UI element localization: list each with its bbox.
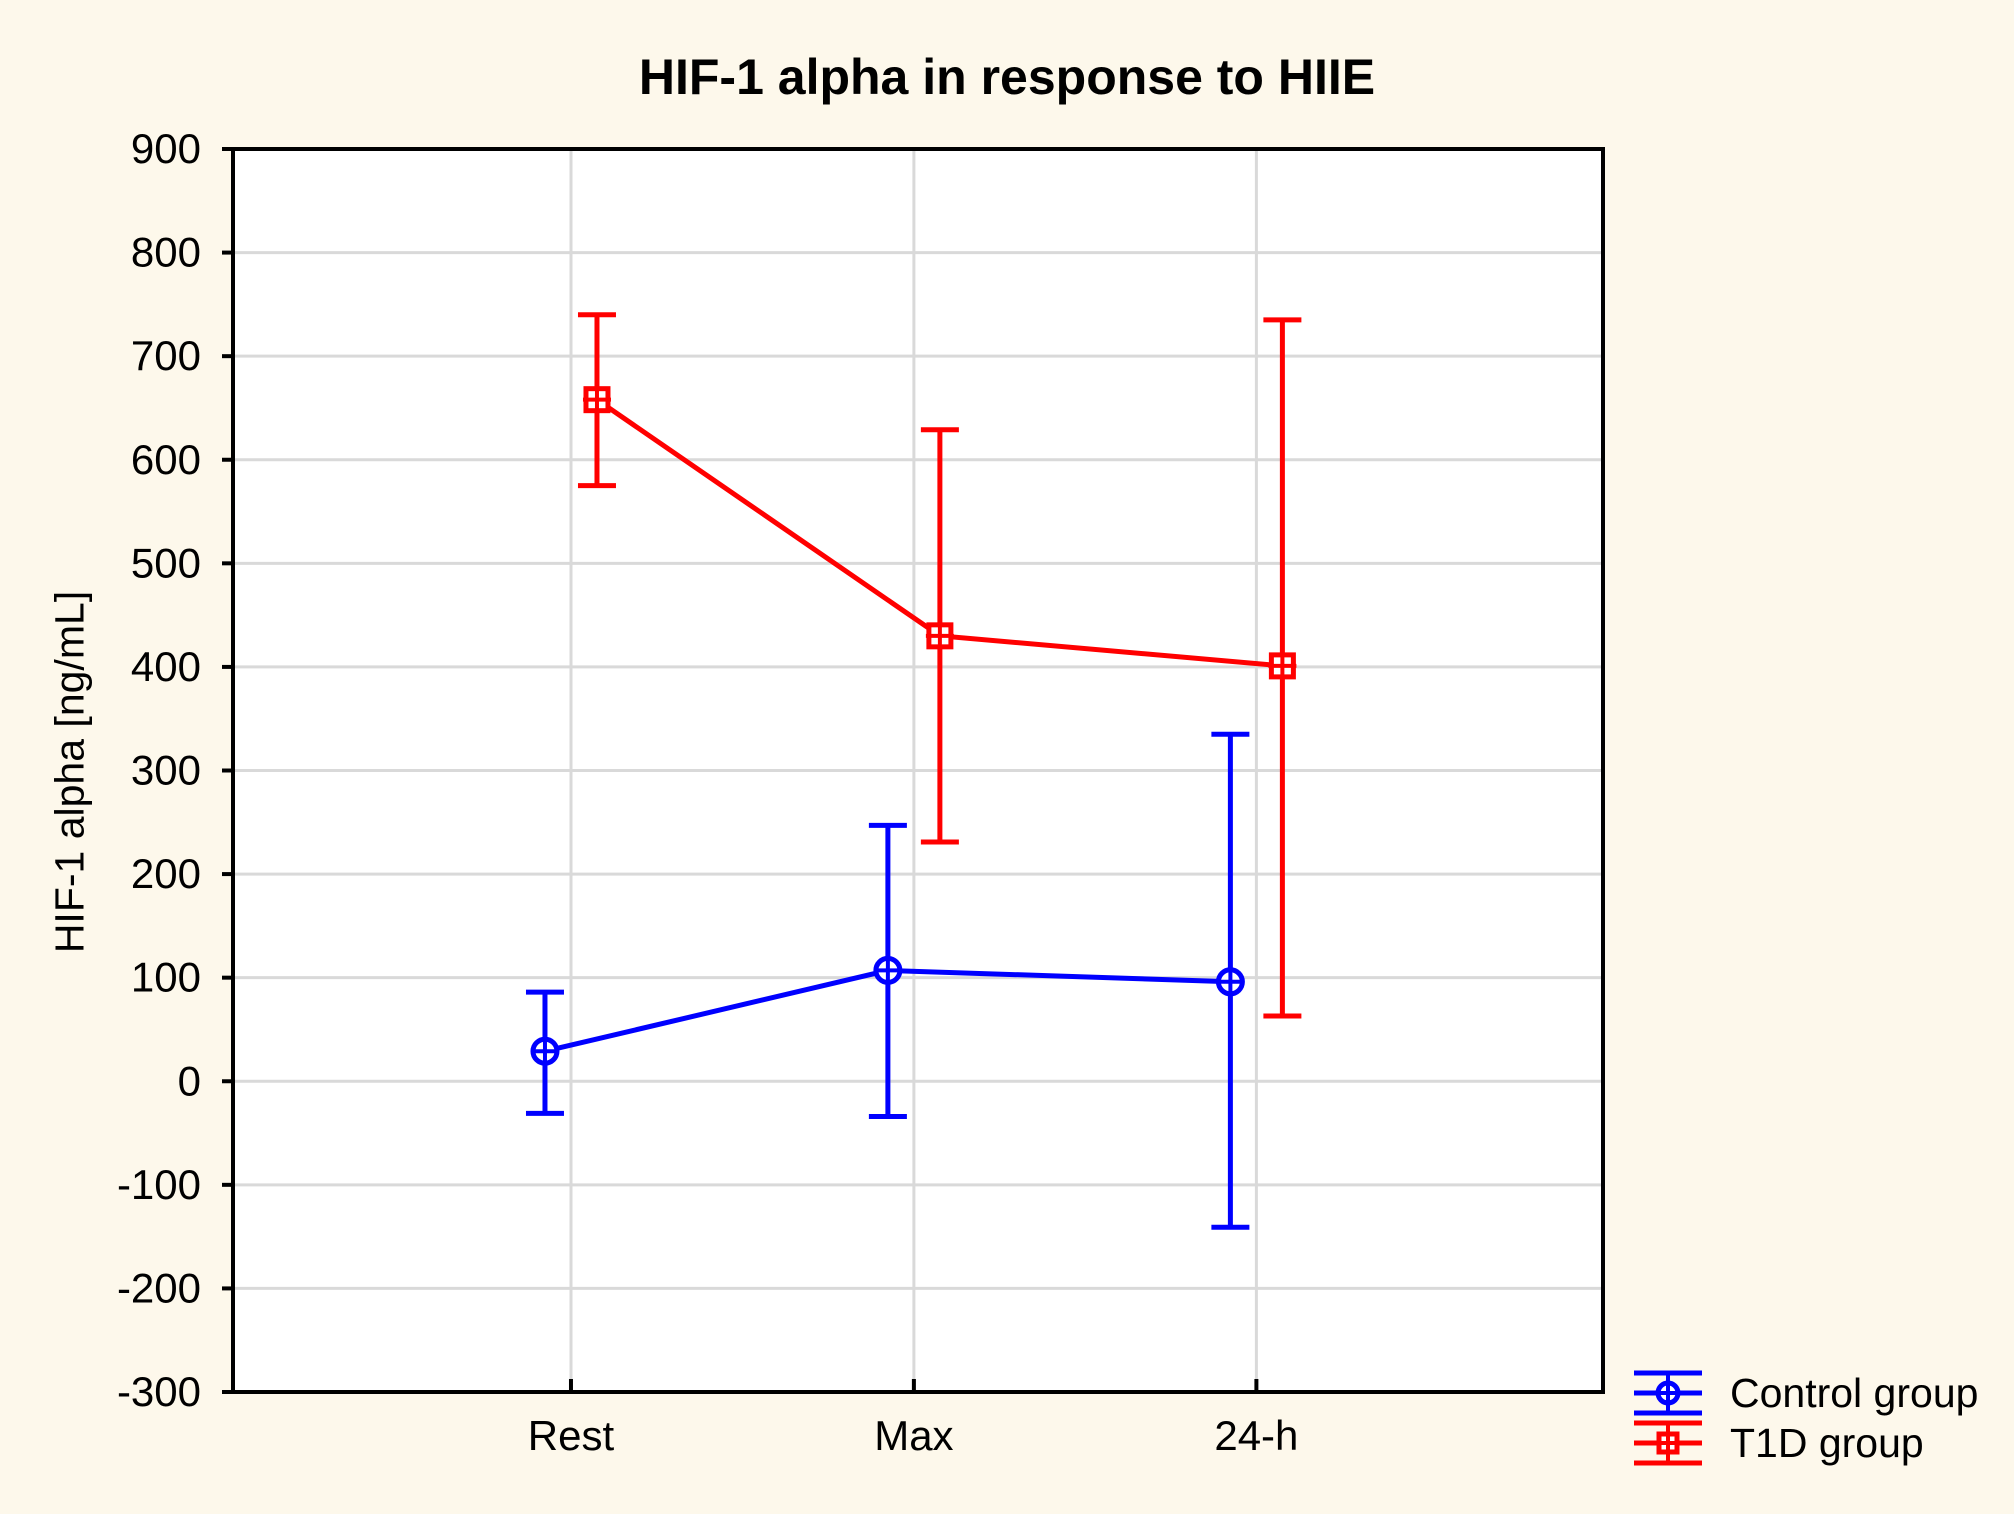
legend-label-t1d: T1D group (1730, 1419, 1924, 1466)
legend-symbol-lines (1634, 1370, 1702, 1416)
series-control-group (525, 731, 1250, 1230)
y-tick-label: 400 (131, 643, 201, 690)
marker-square-plus (1268, 651, 1297, 680)
axis-frame (231, 147, 1605, 1394)
y-tick-label: 300 (131, 747, 201, 794)
marker-circle-plus (530, 1036, 560, 1066)
x-category-label: 24-h (1214, 1412, 1298, 1459)
y-tick-label: 500 (131, 539, 201, 586)
errorbar-marker-icon (1634, 1420, 1702, 1466)
marker-square-plus (582, 385, 611, 414)
marker-square-plus (1656, 1431, 1680, 1455)
marker-square-plus (925, 621, 954, 650)
y-tick-label: 700 (131, 332, 201, 379)
series-t1d-group (577, 312, 1302, 1019)
legend-label-control: Control group (1730, 1369, 1979, 1416)
legend: Control group T1D group (1632, 1368, 1978, 1468)
legend-entry-control: Control group (1632, 1368, 1978, 1418)
y-tick-label: 800 (131, 229, 201, 276)
y-tick-label: 900 (131, 125, 201, 172)
y-tick-label: 600 (131, 436, 201, 483)
marker-circle-plus (1655, 1380, 1681, 1406)
y-tick-label: 0 (178, 1057, 201, 1104)
y-tick-label: -200 (117, 1264, 201, 1311)
marker-circle-plus (1215, 967, 1245, 997)
legend-symbol-lines (1634, 1420, 1702, 1466)
x-category-label: Max (874, 1412, 953, 1459)
y-tick-label: 200 (131, 850, 201, 897)
y-tick-label: 100 (131, 954, 201, 1001)
y-tick-label: -300 (117, 1368, 201, 1415)
x-category-label: Rest (528, 1412, 615, 1459)
chart-title: HIF-1 alpha in response to HIIE (638, 49, 1376, 105)
legend-entry-t1d: T1D group (1632, 1418, 1978, 1468)
y-tick-label: -100 (117, 1161, 201, 1208)
marker-circle-plus (873, 955, 903, 985)
errorbar-marker-icon (1634, 1370, 1702, 1416)
